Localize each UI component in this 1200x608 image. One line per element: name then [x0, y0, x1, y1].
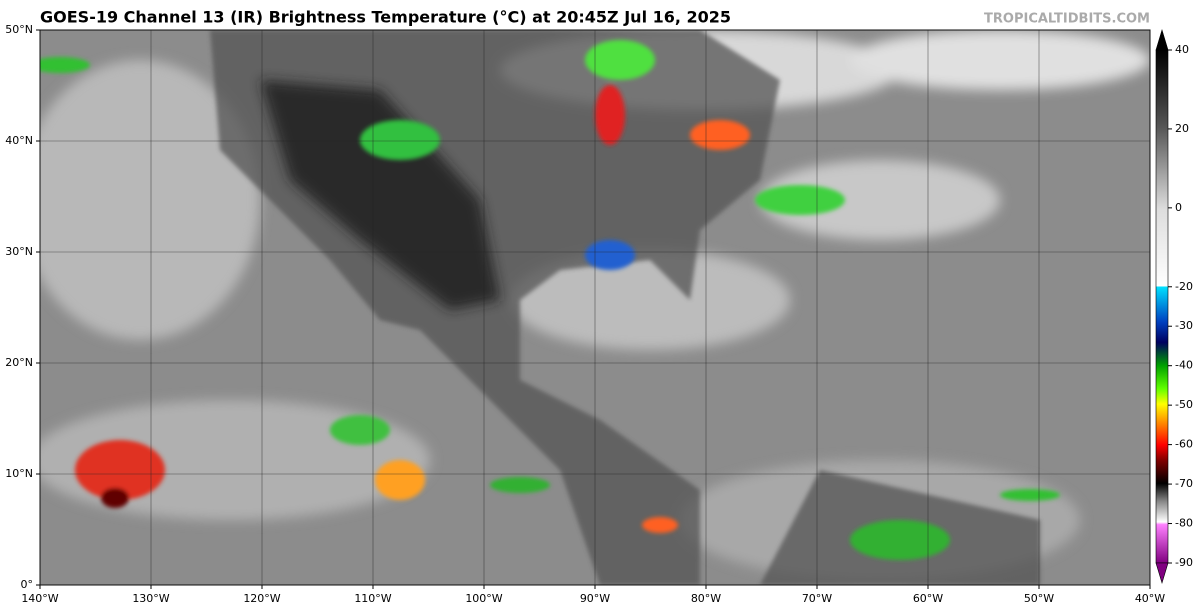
colorbar-tick-label: -70 — [1175, 477, 1193, 490]
title: GOES-19 Channel 13 (IR) Brightness Tempe… — [40, 8, 731, 27]
y-tick-label: 40°N — [5, 134, 33, 147]
y-tick-label: 20°N — [5, 356, 33, 369]
x-tick-label: 80°W — [691, 592, 721, 605]
x-tick-label: 100°W — [465, 592, 502, 605]
colorbar-tick-label: 40 — [1175, 43, 1189, 56]
x-tick-label: 120°W — [243, 592, 280, 605]
colorbar-max-arrow — [1155, 28, 1169, 51]
x-tick-label: 50°W — [1024, 592, 1054, 605]
colorbar-tick-label: -60 — [1175, 438, 1193, 451]
colorbar-tick-label: -30 — [1175, 319, 1193, 332]
y-tick-label: 0° — [21, 578, 34, 591]
y-tick-label: 30°N — [5, 245, 33, 258]
colorbar-tick-label: -80 — [1175, 517, 1193, 530]
colorbar-tick-label: 0 — [1175, 201, 1182, 214]
colorbar-tick-label: -90 — [1175, 556, 1193, 569]
x-tick-label: 130°W — [132, 592, 169, 605]
x-tick-label: 70°W — [802, 592, 832, 605]
y-tick-label: 50°N — [5, 23, 33, 36]
x-tick-label: 90°W — [580, 592, 610, 605]
colorbar-min-arrow — [1155, 562, 1169, 585]
colorbar-tick-label: -40 — [1175, 359, 1193, 372]
x-tick-label: 140°W — [21, 592, 58, 605]
credit: TROPICALTIDBITS.COM — [984, 12, 1150, 27]
colorbar-tick-label: -50 — [1175, 398, 1193, 411]
colorbar-tick-label: 20 — [1175, 122, 1189, 135]
x-tick-label: 110°W — [354, 592, 391, 605]
x-tick-label: 40°W — [1135, 592, 1165, 605]
x-tick-label: 60°W — [913, 592, 943, 605]
colorbar — [1155, 49, 1169, 564]
colorbar-tick-label: -20 — [1175, 280, 1193, 293]
satellite-image — [40, 30, 1150, 585]
y-tick-label: 10°N — [5, 467, 33, 480]
